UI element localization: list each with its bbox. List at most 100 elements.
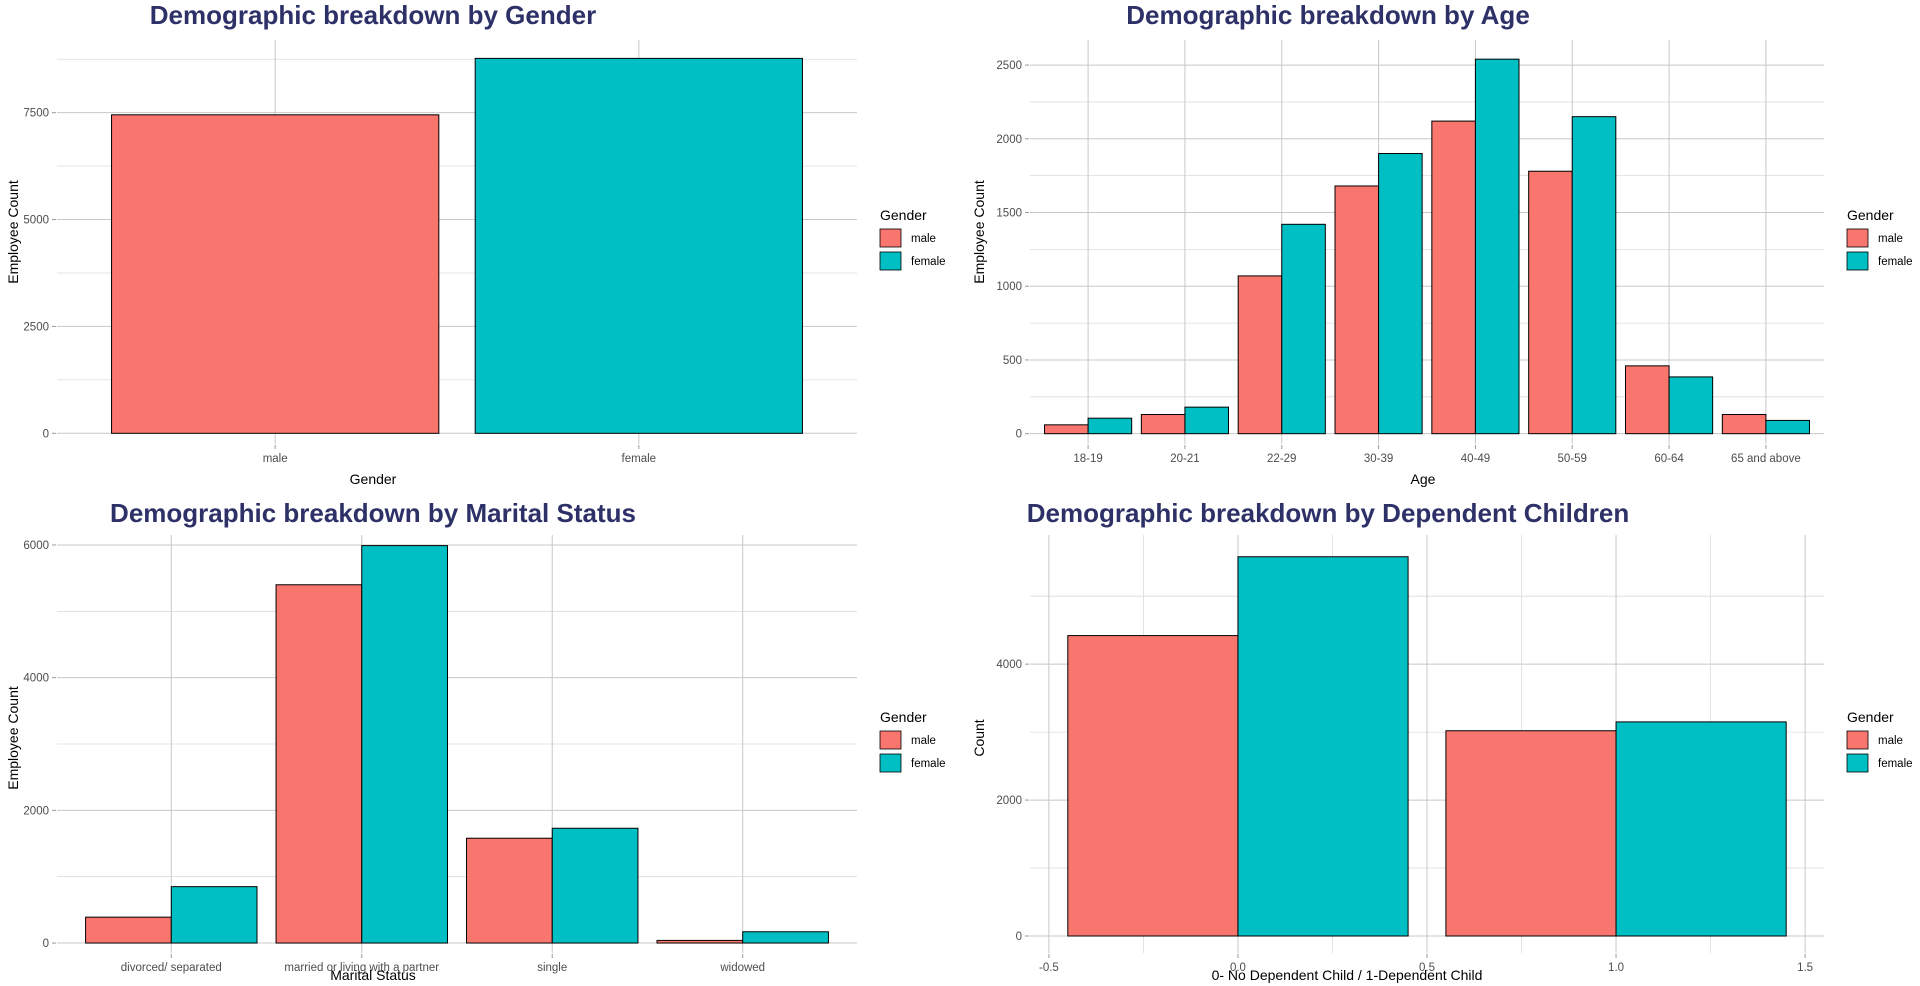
chart-title: Demographic breakdown by Marital Status — [110, 498, 636, 528]
bar-male — [275, 584, 363, 944]
legend-label-female: female — [911, 256, 946, 268]
bar-female — [1668, 376, 1714, 435]
bar-male — [1431, 120, 1476, 435]
legend-label-male: male — [911, 735, 936, 747]
bar-male — [466, 837, 553, 944]
bar-male — [1625, 365, 1670, 435]
x-axis-title: Age — [1411, 471, 1436, 487]
bar-male — [1445, 730, 1617, 937]
bar-female — [170, 886, 258, 944]
x-tick-label: 18-19 — [1073, 453, 1102, 465]
x-axis-title: 0- No Dependent Child / 1-Dependent Chil… — [1212, 967, 1483, 983]
dependent-children-chart-svg: Demographic breakdown by Dependent Child… — [971, 498, 1913, 983]
y-axis-title: Employee Count — [5, 686, 21, 790]
bar-male — [1334, 185, 1380, 435]
x-tick-label: 0.0 — [1230, 962, 1246, 974]
bar-female — [1474, 58, 1520, 435]
y-tick-label: 7500 — [23, 108, 49, 120]
bar-male — [1044, 424, 1089, 435]
x-tick-label: 22-29 — [1267, 453, 1296, 465]
chart-panel-age: Demographic breakdown by Age 0 500 1000 150… — [960, 0, 1920, 493]
legend-key-male — [1846, 228, 1869, 248]
plot-area: 0 2000 4000 -0.5 0.0 0.5 1.0 1.5 — [996, 535, 1824, 974]
bar-male — [656, 939, 744, 944]
bar-male — [111, 114, 440, 434]
x-tick-label: 65 and above — [1731, 453, 1801, 465]
legend: Gender male female — [1846, 709, 1913, 773]
y-tick-label: 2000 — [996, 134, 1022, 146]
legend: Gender male female — [1846, 207, 1913, 271]
legend-label-female: female — [911, 758, 946, 770]
legend-key-female — [879, 753, 902, 773]
plot-area: 0 500 1000 1500 2000 2500 18-19 20-21 22-29 30-39… — [996, 40, 1824, 465]
legend-title: Gender — [880, 207, 927, 223]
legend-key-male — [1846, 730, 1869, 750]
bar-female — [1237, 556, 1409, 937]
legend-label-male: male — [1878, 735, 1903, 747]
x-axis-title: Marital Status — [330, 967, 416, 983]
x-tick-label: male — [263, 453, 288, 465]
x-tick-label: 50-59 — [1558, 453, 1587, 465]
legend-title: Gender — [880, 709, 927, 725]
y-tick-label: 0 — [43, 428, 49, 440]
legend-key-male — [879, 228, 902, 248]
y-axis-title: Employee Count — [971, 180, 987, 284]
bar-male — [1528, 170, 1573, 435]
legend-label-female: female — [1878, 256, 1913, 268]
bar-female — [1281, 223, 1326, 435]
chart-panel-marital-status: Demographic breakdown by Marital Status … — [0, 493, 960, 986]
y-axis-title: Employee Count — [5, 180, 21, 284]
bar-male — [1721, 414, 1767, 435]
x-tick-label: 40-49 — [1461, 453, 1490, 465]
bar-male — [85, 916, 172, 944]
plot-area: 0 2000 4000 6000 divorced/ separated married … — [23, 535, 857, 974]
y-tick-label: 4000 — [996, 659, 1022, 671]
y-tick-label: 500 — [1003, 355, 1022, 367]
bar-female — [742, 931, 829, 944]
y-tick-label: 2000 — [996, 795, 1022, 807]
y-tick-label: 0 — [43, 938, 49, 950]
chart-panel-dependent-children: Demographic breakdown by Dependent Child… — [960, 493, 1920, 986]
legend-label-female: female — [1878, 758, 1913, 770]
legend-key-male — [879, 730, 902, 750]
x-tick-label: married or living with a partner — [284, 962, 439, 974]
x-tick-label: widowed — [719, 962, 765, 974]
x-tick-label: 1.5 — [1797, 962, 1813, 974]
bar-male — [1237, 275, 1283, 435]
x-tick-label: 20-21 — [1170, 453, 1199, 465]
y-tick-label: 1000 — [996, 281, 1022, 293]
bar-female — [1087, 417, 1133, 435]
bar-female — [1184, 406, 1230, 435]
legend-title: Gender — [1847, 207, 1894, 223]
plot-area: 0 2500 5000 7500 male female — [23, 40, 857, 465]
x-tick-label: 1.0 — [1608, 962, 1624, 974]
age-chart-svg: Demographic breakdown by Age 0 500 1000 150… — [971, 0, 1913, 487]
y-tick-label: 2500 — [23, 321, 49, 333]
y-tick-label: 0 — [1016, 429, 1022, 441]
y-axis-title: Count — [971, 719, 987, 756]
chart-title: Demographic breakdown by Gender — [150, 0, 596, 30]
bar-female — [1378, 153, 1423, 435]
legend: Gender male female — [879, 709, 946, 773]
chart-title: Demographic breakdown by Dependent Child… — [1027, 498, 1629, 528]
y-tick-label: 2000 — [23, 805, 49, 817]
y-tick-label: 0 — [1016, 931, 1022, 943]
x-axis-title: Gender — [350, 471, 397, 487]
legend-key-female — [1846, 753, 1869, 773]
bar-female — [1571, 116, 1617, 435]
y-tick-label: 6000 — [23, 540, 49, 552]
legend-key-female — [1846, 251, 1869, 271]
y-tick-label: 1500 — [996, 208, 1022, 220]
bar-female — [361, 545, 448, 944]
x-tick-label: divorced/ separated — [121, 962, 222, 974]
legend-label-male: male — [911, 233, 936, 245]
x-tick-label: 30-39 — [1364, 453, 1393, 465]
legend-title: Gender — [1847, 709, 1894, 725]
legend-key-female — [879, 251, 902, 271]
y-tick-label: 4000 — [23, 673, 49, 685]
x-tick-label: female — [622, 453, 657, 465]
legend-label-male: male — [1878, 233, 1903, 245]
bar-female — [551, 827, 639, 944]
bar-male — [1140, 414, 1186, 435]
